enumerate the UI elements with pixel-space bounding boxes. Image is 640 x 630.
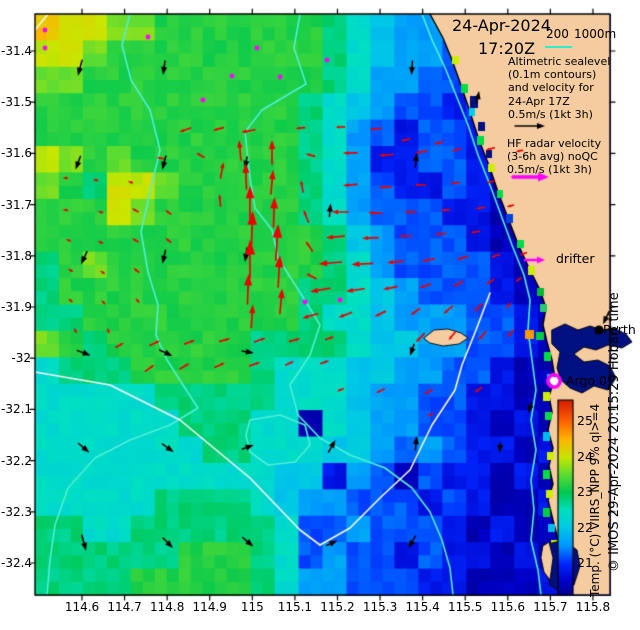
y-tick-label: -32 (11, 351, 31, 366)
y-tick-label: -31.8 (1, 248, 33, 263)
legend-line: 0.5m/s (1kt 3h) (508, 107, 593, 121)
depth-200-cyan-line (545, 46, 572, 48)
drifter-label: drifter (556, 251, 595, 266)
colorbar-tick-label: 24 (577, 448, 593, 464)
depth-contour-label-200: 200 (546, 27, 569, 41)
y-tick-label: -32.1 (1, 402, 33, 417)
copyright-text: © IMOS 29-Apr-2024 20:15:29 Hobart time (607, 292, 622, 572)
legend-line: (0.1m contours) (508, 68, 597, 82)
y-tick-label: -31.4 (1, 44, 33, 58)
map-datetime-time: 17:20Z (478, 39, 536, 58)
x-tick-label: 115 (240, 600, 264, 614)
colorbar-tick-label: 23 (577, 484, 593, 500)
legend-line: 24-Apr 17Z (508, 94, 570, 108)
colorbar-tick-label: 22 (577, 519, 593, 535)
legend-line: and velocity for (508, 81, 594, 95)
legend-line: (3-6h avg) noQC (507, 150, 598, 164)
x-tick-label: 114.7 (107, 600, 142, 614)
depth-contour-label-1000: 1000m (574, 27, 617, 41)
map-datetime-date: 24-Apr-2024 (452, 16, 551, 35)
perth-label: Perth (603, 322, 636, 337)
x-tick-label: 115.5 (448, 600, 483, 614)
x-tick-label: 115.7 (533, 600, 568, 614)
x-tick-label: 114.6 (64, 600, 100, 614)
x-tick-label: 115.3 (362, 600, 398, 614)
hf-radar-legend-text: HF radar velocity (3-6h avg) noQC 0.5m/s (… (507, 137, 601, 177)
x-tick-label: 115.8 (575, 600, 611, 614)
altimetric-legend-text: Altimetric sealevel (0.1m contours) and ve… (508, 55, 610, 121)
x-tick-label: 115.4 (405, 600, 440, 614)
x-tick-label: 114.9 (192, 600, 227, 614)
x-tick-label: 115.1 (277, 600, 313, 614)
y-tick-label: -31.7 (1, 197, 33, 212)
x-tick-label: 115.6 (490, 600, 525, 614)
y-tick-label: -31.5 (1, 95, 33, 110)
legend-line: HF radar velocity (507, 137, 602, 150)
x-tick-label: 115.2 (320, 600, 355, 614)
y-tick-label: -32.3 (1, 504, 33, 519)
y-tick-label: -31.9 (1, 300, 33, 314)
colorbar-tick-label: 21 (577, 555, 593, 571)
argo-label: Argo 0 (566, 373, 607, 388)
x-tick-label: 114.8 (149, 600, 185, 614)
y-tick-label: -32.4 (1, 556, 33, 570)
legend-line: Altimetric sealevel (508, 55, 611, 68)
legend-line: 0.5m/s (1kt 3h) (507, 163, 592, 177)
y-tick-label: -32.2 (1, 453, 33, 468)
y-tick-label: -31.6 (1, 146, 33, 161)
colorbar-tick-label: 25 (577, 413, 593, 429)
